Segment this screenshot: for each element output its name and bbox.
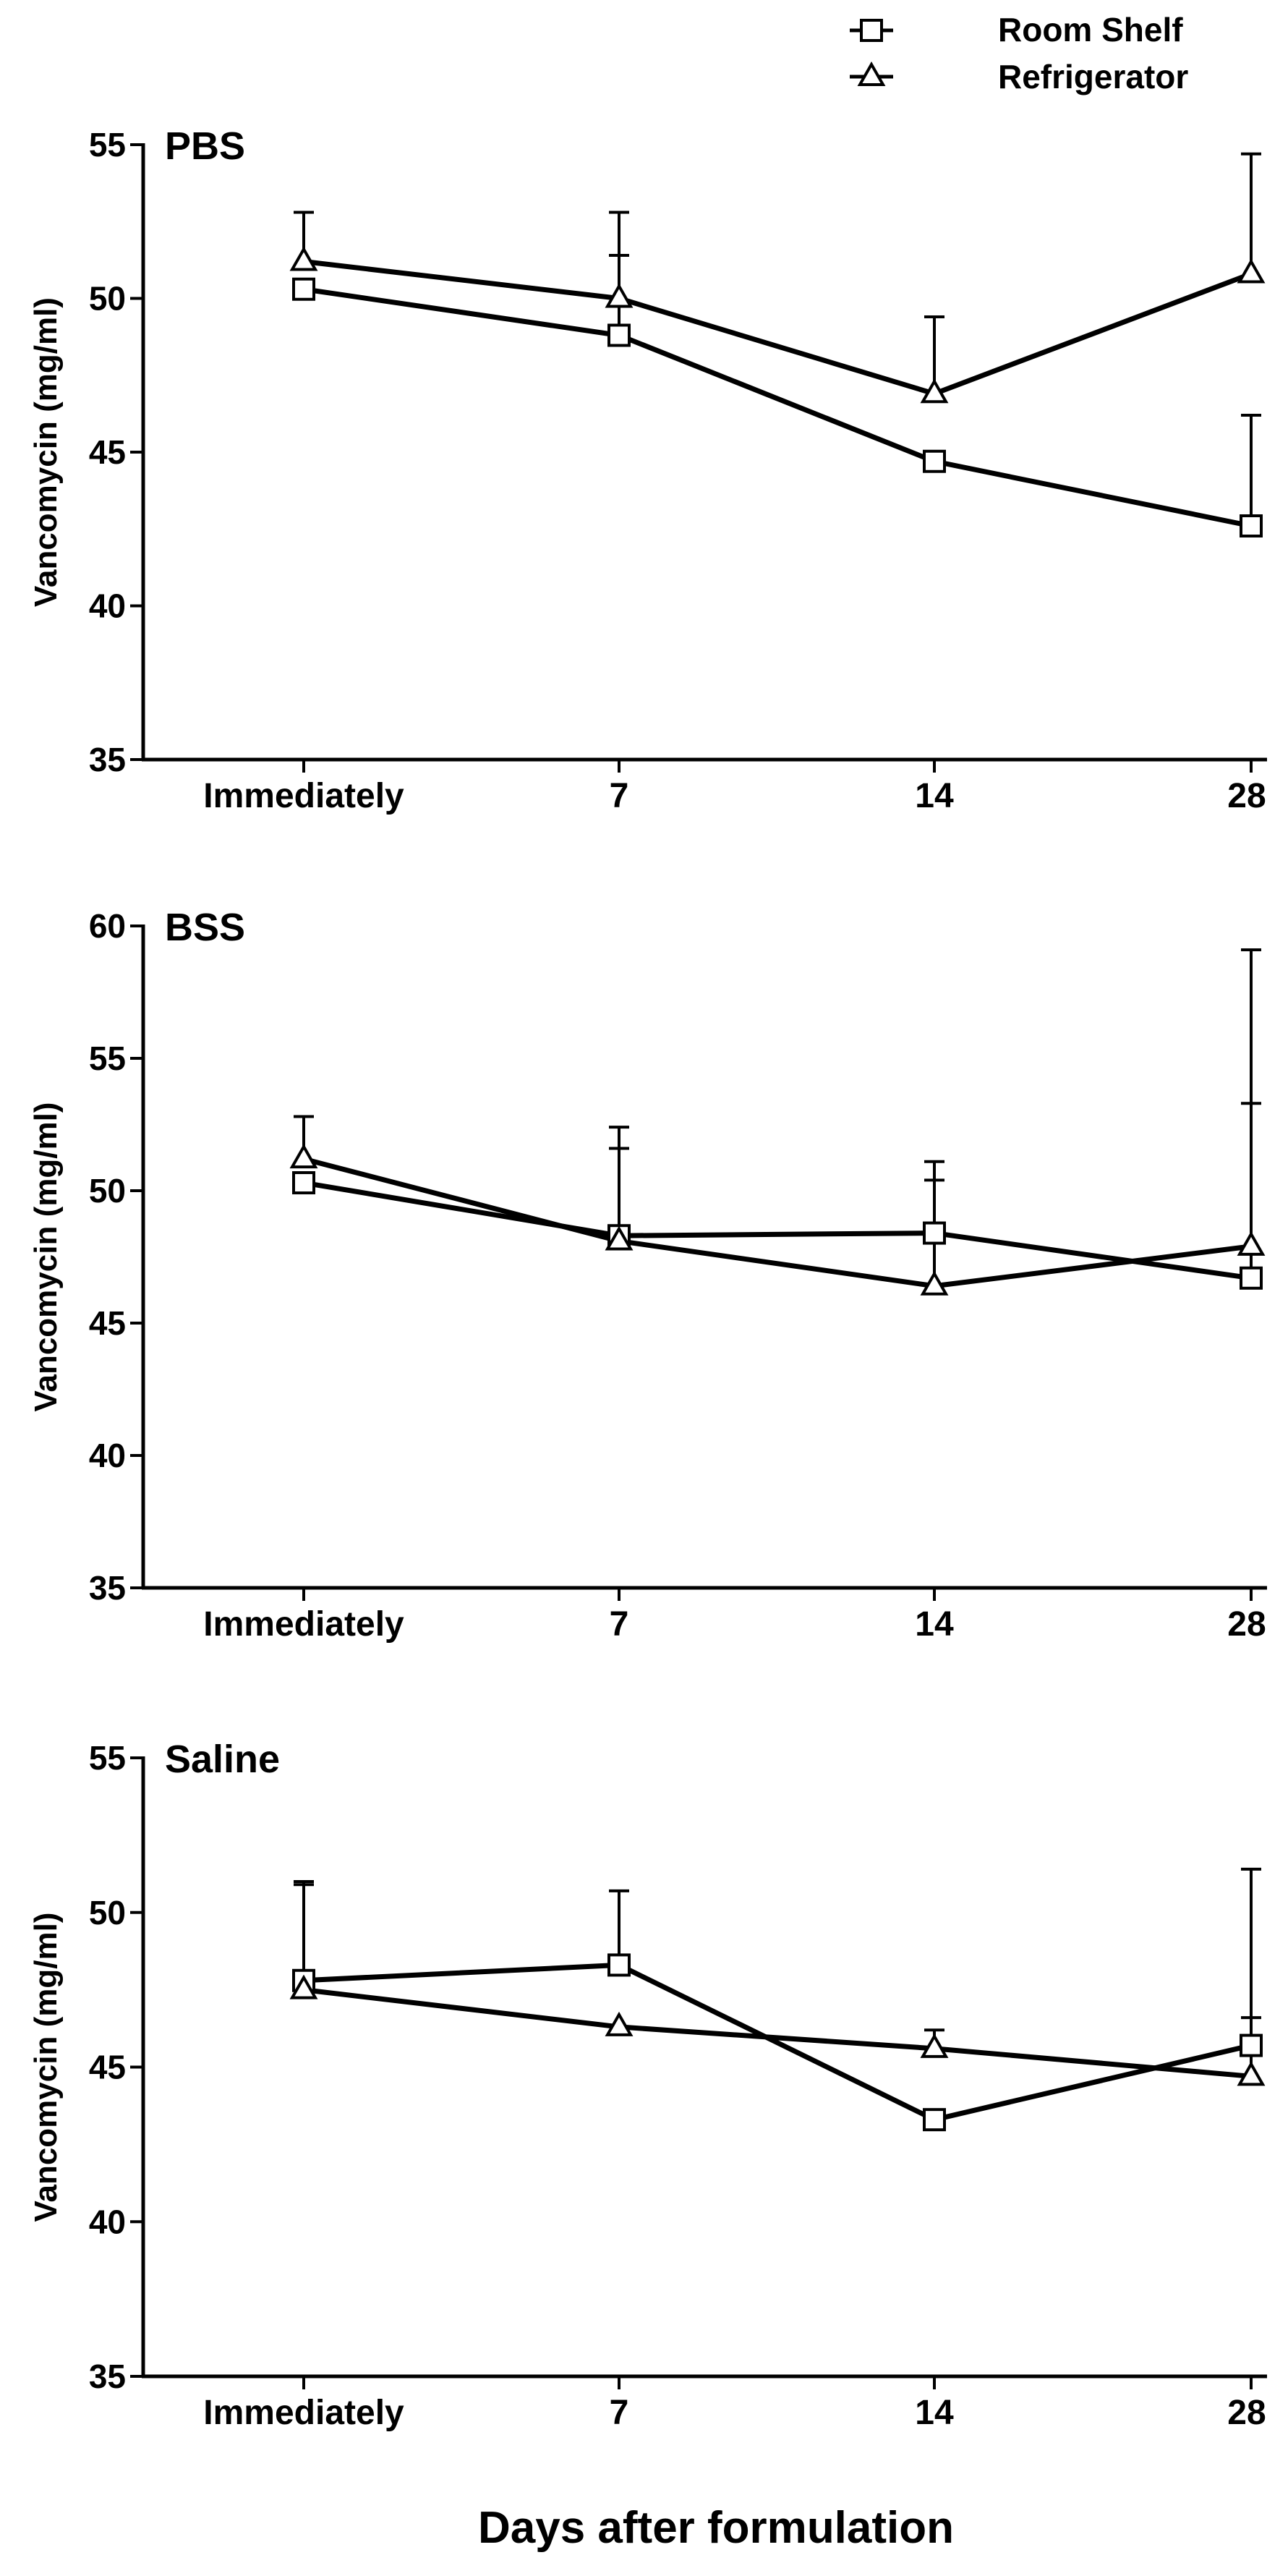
x-tick-label: 7 <box>610 2394 629 2432</box>
series-line-room-shelf <box>303 286 1252 529</box>
panel-title: BSS <box>165 906 245 949</box>
legend-label-room-shelf: Room Shelf <box>998 11 1183 48</box>
panel-pbs: 35 40 45 50 55 Immediately 7 14 28 Vancomycin (mg… <box>28 124 1267 815</box>
data-point-room-shelf <box>1240 1266 1263 1290</box>
data-point-room-shelf <box>1240 2033 1263 2057</box>
x-tick-label: Immediately <box>203 1605 404 1644</box>
panel-bss: 35 40 45 50 55 60 Immediately 7 14 28 Vancomycin (… <box>28 906 1267 1644</box>
series-room-shelf <box>303 1102 1261 1281</box>
y-tick-label: 50 <box>89 1172 126 1210</box>
series-refrigerator <box>294 152 1261 396</box>
x-tick-label: Immediately <box>203 2394 404 2432</box>
y-tick-label: 50 <box>89 1894 126 1931</box>
markers-room-shelf <box>292 1953 1263 2132</box>
y-tick-label: 35 <box>89 741 126 778</box>
data-point-refrigerator <box>920 378 949 404</box>
markers-room-shelf <box>292 1171 1263 1290</box>
y-axis-title: Vancomycin (mg/ml) <box>28 1102 64 1412</box>
data-point-room-shelf <box>923 1221 946 1245</box>
data-point-room-shelf <box>923 2108 946 2132</box>
data-point-refrigerator <box>605 2011 634 2036</box>
data-point-room-shelf <box>607 1953 631 1977</box>
y-tick-label: 45 <box>89 1304 126 1342</box>
data-point-room-shelf <box>923 449 946 473</box>
markers-room-shelf <box>292 277 1263 537</box>
x-tick-label: Immediately <box>203 777 404 815</box>
series-refrigerator <box>294 1883 1261 2079</box>
x-tick-label: 14 <box>915 777 954 815</box>
data-point-refrigerator <box>289 246 318 271</box>
x-tick-label: 28 <box>1227 2394 1266 2432</box>
data-point-refrigerator <box>920 1270 949 1296</box>
series-line-room-shelf <box>303 1962 1252 2122</box>
data-point-room-shelf <box>292 277 315 301</box>
y-tick-label: 55 <box>89 1040 126 1077</box>
data-point-room-shelf <box>607 323 631 347</box>
series-line-refrigerator <box>303 259 1253 396</box>
markers-refrigerator <box>289 1144 1266 1296</box>
legend-label-refrigerator: Refrigerator <box>998 58 1188 95</box>
y-tick-label: 35 <box>89 1569 126 1607</box>
x-tick-label: 14 <box>915 1605 954 1644</box>
y-tick-label: 40 <box>89 1437 126 1474</box>
x-tick-label: 28 <box>1227 777 1266 815</box>
y-tick-label: 40 <box>89 2203 126 2240</box>
series-line-refrigerator <box>303 1987 1252 2079</box>
y-axis-title: Vancomycin (mg/ml) <box>28 1913 64 2222</box>
legend-symbol-room-shelf <box>860 19 883 42</box>
y-tick-label: 55 <box>89 126 126 163</box>
data-point-refrigerator <box>1237 258 1266 284</box>
legend-symbol-refrigerator <box>857 61 886 86</box>
y-tick-label: 40 <box>89 587 126 625</box>
data-point-room-shelf <box>1240 514 1263 537</box>
y-axis-title: Vancomycin (mg/ml) <box>28 297 64 607</box>
data-point-refrigerator <box>605 283 634 308</box>
y-tick-label: 55 <box>89 1739 126 1777</box>
data-point-room-shelf <box>292 1171 315 1195</box>
y-tick-label: 45 <box>89 433 126 471</box>
y-tick-label: 45 <box>89 2049 126 2086</box>
data-point-refrigerator <box>289 1974 318 1999</box>
x-tick-label: 14 <box>915 2394 954 2432</box>
x-tick-label: 28 <box>1227 1605 1266 1644</box>
y-tick-label: 50 <box>89 280 126 318</box>
data-point-refrigerator <box>289 1144 318 1169</box>
series-refrigerator <box>294 948 1261 1289</box>
legend-marker-refrigerator <box>850 61 893 86</box>
legend: Room Shelf Refrigerator <box>850 11 1188 95</box>
panel-title: Saline <box>165 1738 280 1781</box>
markers-refrigerator <box>289 1974 1266 2086</box>
data-point-refrigerator <box>605 1225 634 1251</box>
series-line-refrigerator <box>303 1156 1252 1289</box>
panel-title: PBS <box>165 124 245 168</box>
data-point-refrigerator <box>1237 1230 1266 1256</box>
x-tick-label: 7 <box>610 1605 629 1644</box>
y-tick-label: 60 <box>89 907 126 945</box>
series-line-room-shelf <box>303 1180 1252 1281</box>
panel-saline: 35 40 45 50 55 Immediately 7 14 28 Vancomycin (mg… <box>28 1738 1267 2432</box>
markers-refrigerator <box>289 246 1266 404</box>
x-tick-label: 7 <box>610 777 629 815</box>
legend-marker-room-shelf <box>850 19 893 42</box>
series-room-shelf <box>303 254 1261 529</box>
data-point-refrigerator <box>1237 2061 1266 2086</box>
data-point-refrigerator <box>920 2033 949 2058</box>
series-room-shelf <box>294 1867 1261 2122</box>
y-tick-label: 35 <box>89 2358 126 2395</box>
x-axis-title: Days after formulation <box>478 2503 954 2553</box>
